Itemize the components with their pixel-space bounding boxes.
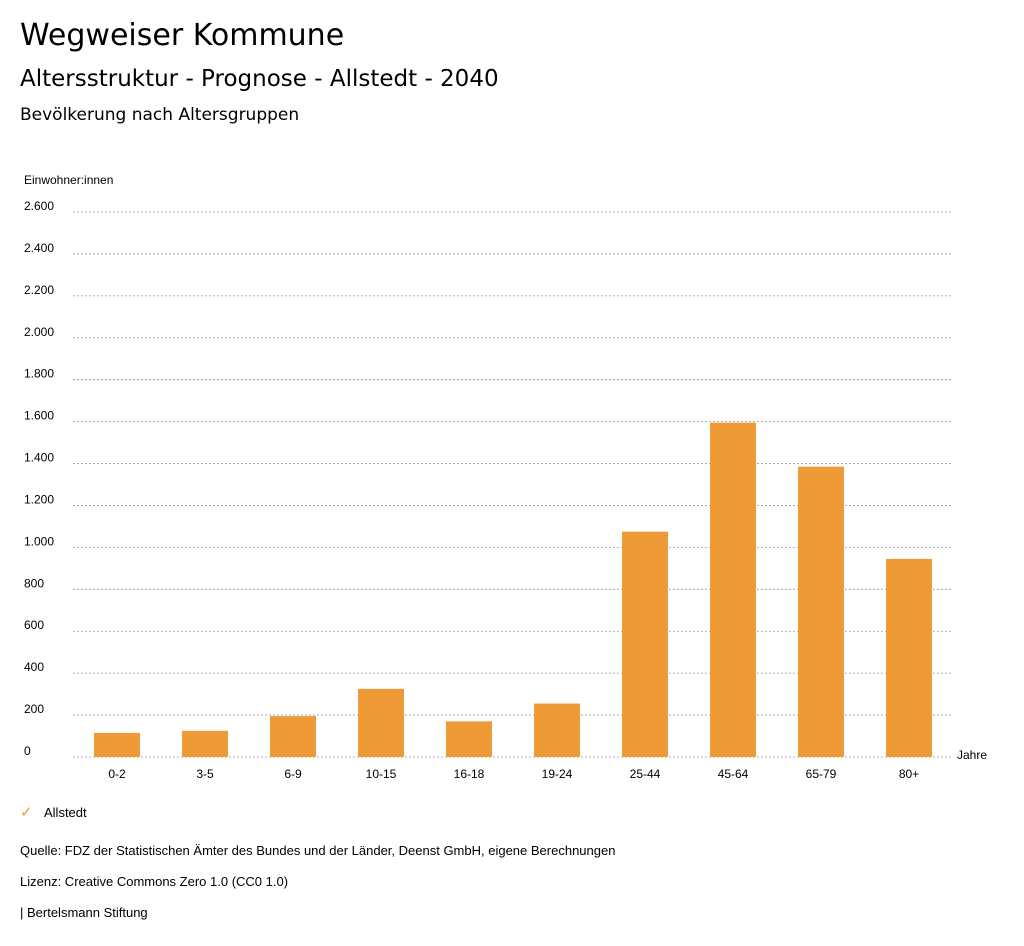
legend-label-allstedt: Allstedt [44,804,87,820]
x-tick-labels: 0-2 3-5 6-9 10-15 16-18 19-24 25-44 45-64 65-79 8… [108,767,919,781]
bar-0-2[interactable] [94,732,140,757]
x-tick-label: 19-24 [542,767,573,781]
bars [94,422,932,757]
y-tick-label: 1.000 [24,534,54,548]
y-tick-label: 2.000 [24,325,54,339]
y-tick-label: 200 [24,702,44,716]
chart-title: Bevölkerung nach Altersgruppen [20,105,300,125]
y-tick-label: 800 [24,576,44,590]
y-tick-labels: 0 200 400 600 800 1.000 1.200 1.400 1.600 1.800 2.… [24,199,54,758]
x-tick-label: 3-5 [196,767,214,781]
y-tick-label: 2.400 [24,241,54,255]
page-title: Altersstruktur - Prognose - Allstedt - 2… [20,66,499,92]
y-tick-label: 0 [24,744,31,758]
x-tick-label: 6-9 [284,767,302,781]
bar-19-24[interactable] [534,703,580,757]
y-tick-label: 600 [24,618,44,632]
y-tick-label: 1.400 [24,451,54,465]
bar-80+[interactable] [886,558,932,757]
y-axis-label: Einwohner:innen [24,173,113,187]
y-tick-label: 1.800 [24,367,54,381]
y-tick-label: 1.600 [24,409,54,423]
x-tick-label: 0-2 [108,767,126,781]
x-tick-label: 65-79 [806,767,837,781]
bar-16-18[interactable] [446,721,492,757]
x-tick-label: 45-64 [718,767,749,781]
bar-25-44[interactable] [622,531,668,757]
site-title: Wegweiser Kommune [20,18,345,53]
y-tick-label: 2.600 [24,199,54,213]
bar-45-64[interactable] [710,422,756,757]
x-tick-label: 10-15 [366,767,397,781]
x-tick-label: 80+ [899,767,919,781]
bar-65-79[interactable] [798,466,844,757]
license-note: Lizenz: Creative Commons Zero 1.0 (CC0 1… [20,874,289,889]
bar-6-9[interactable] [270,716,316,757]
y-tick-label: 400 [24,660,44,674]
bar-10-15[interactable] [358,688,404,757]
check-icon: ✓ [20,804,33,821]
source-note: Quelle: FDZ der Statistischen Ämter des … [20,843,616,858]
y-tick-label: 2.200 [24,283,54,297]
publisher-note: | Bertelsmann Stiftung [20,905,148,920]
x-tick-label: 16-18 [454,767,485,781]
bar-chart: Einwohner:innen 0 200 400 600 800 1.000 1.200 1… [24,173,987,781]
bar-3-5[interactable] [182,730,228,757]
y-tick-label: 1.200 [24,492,54,506]
legend[interactable]: ✓ Allstedt [20,803,87,821]
x-axis-label: Jahre [957,748,987,762]
x-tick-label: 25-44 [630,767,661,781]
